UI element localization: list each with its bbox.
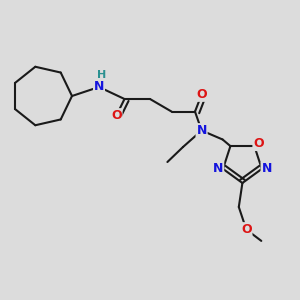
Text: O: O [111,109,122,122]
Text: N: N [94,80,104,94]
Text: O: O [196,88,207,101]
Text: H: H [98,70,106,80]
Text: N: N [196,124,207,137]
Text: O: O [253,137,264,150]
Text: N: N [213,162,224,175]
Text: N: N [261,162,272,176]
Text: O: O [241,223,252,236]
